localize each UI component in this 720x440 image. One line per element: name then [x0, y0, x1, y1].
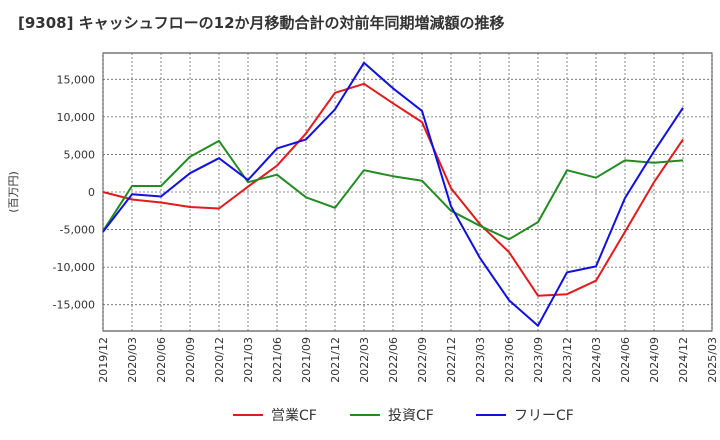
x-tick-label: 2020/03 — [126, 337, 139, 383]
x-tick-label: 2023/09 — [532, 337, 545, 383]
y-tick-label: 10,000 — [57, 111, 96, 124]
x-tick-label: 2021/12 — [329, 337, 342, 383]
legend-label: フリーCF — [514, 408, 574, 424]
x-tick-label: 2022/03 — [358, 337, 371, 383]
x-tick-label: 2024/12 — [677, 337, 690, 383]
x-tick-label: 2024/03 — [590, 337, 603, 383]
x-tick-label: 2020/09 — [184, 337, 197, 383]
x-tick-label: 2019/12 — [97, 337, 110, 383]
y-tick-labels: 15,000 10,000 5,000 0 -5,000 -10,000 -15,000 — [53, 73, 95, 311]
x-tick-label: 2024/06 — [619, 337, 632, 383]
x-tick-labels: 2019/12 2020/03 2020/06 2020/09 2020/12 2021/… — [97, 337, 719, 383]
legend-label: 投資CF — [388, 408, 434, 424]
x-tick-label: 2021/03 — [242, 337, 255, 383]
x-tick-label: 2025/03 — [706, 337, 719, 383]
x-tick-label: 2023/12 — [561, 337, 574, 383]
y-tick-label: 5,000 — [64, 148, 96, 161]
grid-lines — [102, 53, 713, 331]
y-tick-label: 0 — [88, 186, 95, 199]
y-tick-label: -5,000 — [60, 224, 95, 237]
x-tick-label: 2022/09 — [416, 337, 429, 383]
x-tick-label: 2022/12 — [445, 337, 458, 383]
series-line — [102, 139, 684, 241]
legend-label: 営業CF — [271, 408, 317, 424]
y-axis-label: (百万円) — [7, 171, 20, 213]
x-tick-label: 2021/06 — [271, 337, 284, 383]
chart-title: [9308] キャッシュフローの12か月移動合計の対前年同期増減額の推移 — [18, 14, 505, 32]
series-line — [102, 61, 684, 327]
series-line — [102, 82, 684, 297]
y-tick-label: -10,000 — [53, 261, 95, 274]
y-tick-label: -15,000 — [53, 299, 95, 312]
x-tick-label: 2023/06 — [503, 337, 516, 383]
x-tick-label: 2022/06 — [387, 337, 400, 383]
x-tick-label: 2021/09 — [300, 337, 313, 383]
x-tick-label: 2024/09 — [648, 337, 661, 383]
x-tick-label: 2020/06 — [155, 337, 168, 383]
series-lines — [102, 61, 684, 327]
legend: 営業CF 投資CF フリーCF — [233, 408, 574, 424]
x-tick-label: 2020/12 — [213, 337, 226, 383]
y-tick-label: 15,000 — [57, 73, 96, 86]
x-tick-label: 2023/03 — [474, 337, 487, 383]
